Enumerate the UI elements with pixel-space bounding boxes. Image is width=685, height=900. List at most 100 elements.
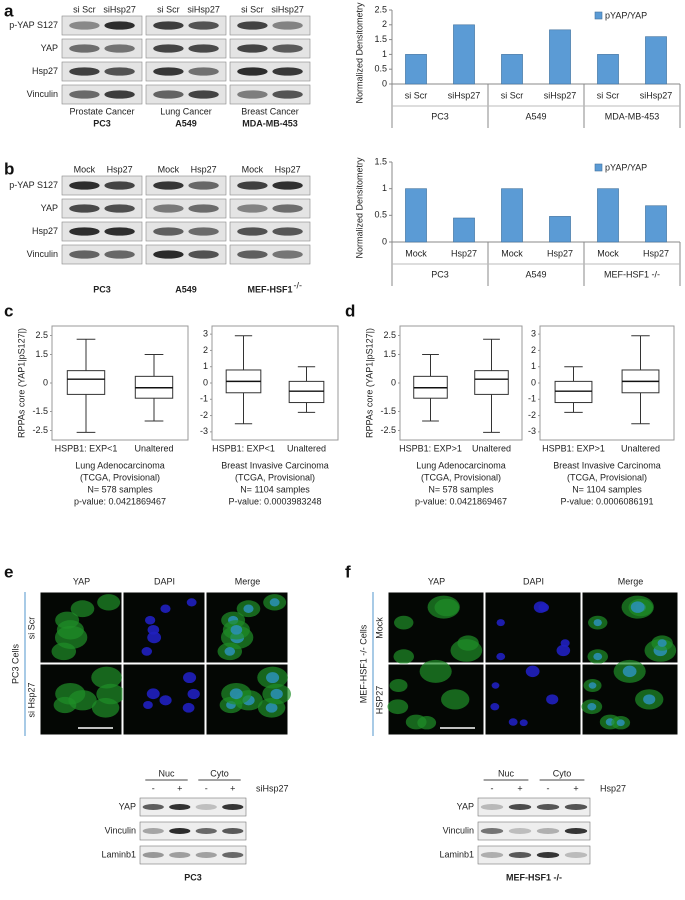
x-tick-label: HSPB1: EXP>1 [542, 443, 605, 453]
blot-strip [229, 84, 311, 105]
y-tick-label: 1 [531, 361, 536, 371]
row-label: YAP [457, 801, 474, 811]
blot-strip [229, 175, 311, 196]
lane-label: Mock [74, 164, 96, 174]
cell-yap [56, 620, 84, 640]
blot-band [195, 852, 217, 858]
caption: N= 1104 samples [240, 484, 310, 494]
caption: P-value: 0.0003983248 [228, 496, 321, 506]
x-tick-label: Unaltered [287, 443, 326, 453]
y-tick-label: 2 [382, 19, 387, 29]
cell-yap [441, 689, 470, 710]
x-tick-label: Unaltered [621, 443, 660, 453]
y-tick-label: -2 [528, 410, 536, 420]
cell-nucleus [490, 703, 500, 711]
y-tick-label: 3 [531, 329, 536, 339]
lane-label: Mock [242, 164, 264, 174]
row-label: Vinculin [105, 825, 136, 835]
legend-swatch [594, 163, 603, 172]
blot-band [480, 852, 504, 858]
blot-strip [61, 198, 143, 219]
y-tick-label: 2.5 [35, 330, 48, 340]
y-axis-label: RPPAs core (YAP1|pS127|) [16, 328, 26, 438]
x-tick-label: si Scr [597, 90, 620, 100]
blot-band [508, 852, 532, 858]
y-tick-label: 0 [43, 377, 48, 387]
cell-nucleus [593, 652, 603, 661]
blot-band [69, 67, 100, 76]
y-tick-label: -3 [528, 426, 536, 436]
blot-band [69, 227, 100, 236]
blot-band [153, 181, 184, 190]
blot-strip [229, 198, 311, 219]
blot-band [188, 90, 219, 99]
y-tick-label: -2 [200, 410, 208, 420]
cell-line: PC3 [93, 118, 111, 128]
row-label: Laminb1 [101, 849, 136, 859]
cell-nucleus [270, 688, 283, 700]
bar [501, 54, 523, 85]
panel-letter: b [4, 159, 14, 178]
fraction-label: Nuc [498, 768, 515, 778]
fraction-label: Cyto [210, 768, 229, 778]
blot-band [195, 828, 217, 834]
blot-band [69, 181, 100, 190]
row-label: Hsp27 [32, 66, 58, 76]
blot-strip [145, 61, 227, 82]
blot-band [272, 90, 303, 99]
box [288, 380, 325, 404]
lane-label: siHsp27 [187, 4, 220, 14]
side-label: PC3 Cells [10, 643, 20, 684]
cell-nucleus [230, 624, 243, 635]
caption: p-value: 0.0421869467 [415, 496, 507, 506]
x-tick-label: siHsp27 [640, 90, 673, 100]
cell-line: A549 [175, 284, 197, 294]
blot-band [564, 804, 588, 810]
y-tick-label: -1.5 [380, 406, 396, 416]
blot-strip [145, 84, 227, 105]
x-tick-label: Unaltered [472, 443, 511, 453]
y-tick-label: 0 [382, 236, 387, 246]
blot-band [104, 21, 135, 30]
blot-band [188, 250, 219, 259]
blot-strip [139, 845, 247, 865]
caption: Breast Invasive Carcinoma [553, 460, 661, 470]
blot-band [480, 804, 504, 810]
cell-line: PC3 [184, 872, 202, 882]
plot-frame [211, 325, 339, 441]
blot-band [188, 67, 219, 76]
blot-band [104, 227, 135, 236]
blot-band [69, 90, 100, 99]
blot-band [188, 21, 219, 30]
row-label: Laminb1 [439, 849, 474, 859]
cell-nucleus [593, 619, 602, 627]
row-label: Vinculin [27, 249, 58, 259]
micrograph [122, 591, 206, 664]
blot-band [153, 250, 184, 259]
x-tick-label: HSPB1: EXP>1 [399, 443, 462, 453]
blot-band [536, 804, 560, 810]
cell-yap [51, 642, 77, 661]
cell-nucleus [587, 703, 597, 711]
x-tick-label: Hsp27 [547, 248, 573, 258]
y-tick-label: 1 [382, 183, 387, 193]
row-label: YAP [119, 801, 136, 811]
column-label: YAP [428, 576, 445, 586]
blot-band [142, 804, 164, 810]
fraction-label: Cyto [553, 768, 572, 778]
group-label: PC3 [431, 111, 449, 121]
y-tick-label: 0 [531, 377, 536, 387]
bar [453, 24, 475, 85]
blot-strip [229, 38, 311, 59]
blot-band [104, 67, 135, 76]
cell-line: MEF-HSF1 -/- [506, 872, 562, 882]
cell-nucleus [183, 672, 197, 684]
cell-nucleus [546, 694, 559, 705]
cell-nucleus [508, 718, 518, 726]
cell-yap [91, 666, 122, 689]
group-label: A549 [525, 269, 546, 279]
column-label: Merge [618, 576, 644, 586]
cell-nucleus [243, 604, 254, 613]
blot-band [272, 21, 303, 30]
bar [645, 205, 667, 243]
